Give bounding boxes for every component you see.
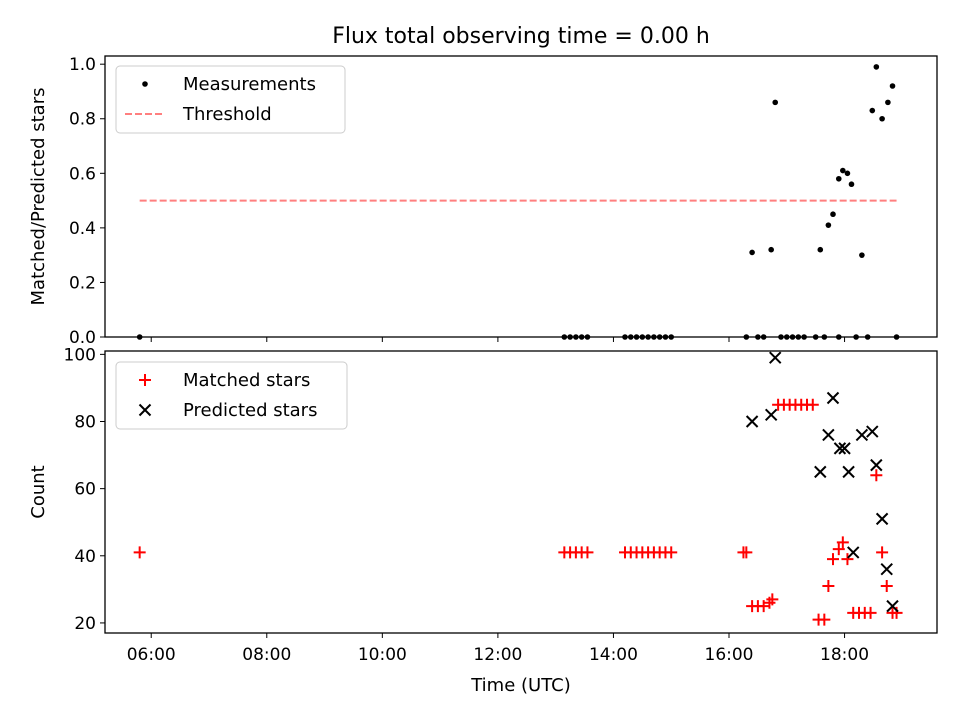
matched-stars-point xyxy=(880,580,893,592)
matched-stars-point xyxy=(876,546,889,559)
measurements-point xyxy=(889,83,896,89)
matched-stars-point xyxy=(818,613,831,626)
predicted-stars-point xyxy=(822,428,835,442)
legend-matched-stars-marker xyxy=(139,374,151,386)
predicted-stars-point xyxy=(833,442,847,455)
y-tick-label: 0.0 xyxy=(69,328,96,348)
matched-stars-point xyxy=(864,606,877,619)
y-tick-label: 40 xyxy=(74,547,96,567)
y-tick-label: 80 xyxy=(74,413,96,433)
bottom-panel-count: 20 40 60 80 100 06:00 08:00 10:00 12:00 14:00 16:0… xyxy=(28,345,938,696)
x-tick-label: 18:00 xyxy=(820,645,869,665)
predicted-stars-point xyxy=(847,546,860,559)
y-tick-label: 0.6 xyxy=(69,164,96,184)
measurements-point xyxy=(835,175,842,182)
legend-box xyxy=(115,361,348,430)
x-tick-label: 16:00 xyxy=(705,645,754,665)
y-tick-label: 0.2 xyxy=(69,273,96,293)
predicted-stars-point xyxy=(814,465,827,479)
measurements-point xyxy=(885,99,891,106)
plot-frame xyxy=(104,350,938,634)
measurements-point xyxy=(817,246,824,253)
predicted-stars-point xyxy=(866,425,879,438)
x-tick-label: 14:00 xyxy=(589,645,638,665)
predicted-stars-point xyxy=(880,563,893,576)
measurements-point xyxy=(873,64,880,70)
matched-stars-point xyxy=(832,543,845,556)
y-tick-label: 60 xyxy=(74,480,96,500)
legend-threshold-label: Threshold xyxy=(182,104,272,125)
x-tick-label: 12:00 xyxy=(473,645,522,665)
legend-matched-stars-label: Matched stars xyxy=(183,370,310,391)
x-tick-label: 08:00 xyxy=(242,645,291,665)
matched-stars-point xyxy=(836,536,849,549)
matched-stars-point xyxy=(822,580,835,592)
legend: Matched stars Predicted stars xyxy=(115,361,348,430)
measurements-point xyxy=(869,107,876,114)
y-tick-label: 20 xyxy=(74,614,96,634)
legend-predicted-stars-marker xyxy=(138,403,152,417)
measurements-point xyxy=(830,211,836,218)
measurements-point xyxy=(879,115,885,122)
y-tick-label: 100 xyxy=(64,345,96,365)
predicted-stars-point xyxy=(875,512,889,526)
matched-stars-point xyxy=(665,546,678,559)
matched-stars-point xyxy=(870,469,883,482)
matched-stars-point xyxy=(827,553,839,566)
predicted-stars-point xyxy=(870,458,883,472)
predicted-stars-point xyxy=(838,442,851,455)
predicted-stars-point xyxy=(826,391,840,405)
measurements-point xyxy=(859,252,865,258)
x-tick-label: 10:00 xyxy=(358,645,407,665)
y-axis-label: Matched/Predicted stars xyxy=(28,88,49,306)
matched-stars-point xyxy=(740,546,753,559)
measurements-point xyxy=(848,181,855,188)
measurements-point xyxy=(772,99,779,106)
matched-stars-point xyxy=(766,593,779,606)
legend-predicted-stars-label: Predicted stars xyxy=(183,400,317,421)
legend-measurements-label: Measurements xyxy=(183,74,316,95)
measurements-point xyxy=(825,222,832,228)
predicted-stars-point xyxy=(855,428,869,442)
figure-title: Flux total observing time = 0.00 h xyxy=(332,24,710,49)
measurements-point xyxy=(749,249,755,256)
top-panel-ratio: 0.0 0.2 0.4 0.6 0.8 1.0 Matched/Predicted star… xyxy=(28,55,938,348)
matched-stars-point xyxy=(581,546,594,559)
predicted-stars-point xyxy=(764,408,778,421)
legend: Measurements Threshold xyxy=(115,65,346,134)
matched-stars-point xyxy=(841,553,854,566)
predicted-stars-point xyxy=(886,599,899,613)
y-tick-label: 1.0 xyxy=(69,55,96,75)
x-tick-label: 06:00 xyxy=(127,645,176,665)
x-axis-label: Time (UTC) xyxy=(470,675,571,696)
legend-measurements-marker xyxy=(142,81,148,87)
matched-stars-point xyxy=(133,546,146,559)
predicted-stars-point xyxy=(745,415,759,428)
measurements-point xyxy=(844,170,851,177)
matched-stars-point xyxy=(806,398,819,411)
predicted-stars-point xyxy=(769,351,782,364)
measurements-point xyxy=(840,167,846,174)
legend-box xyxy=(115,65,346,134)
y-tick-label: 0.8 xyxy=(69,110,96,130)
y-axis-label: Count xyxy=(28,465,49,518)
measurements-point xyxy=(768,246,774,253)
predicted-stars-point xyxy=(842,465,855,479)
plot-frame xyxy=(104,55,938,338)
y-tick-label: 0.4 xyxy=(69,219,96,239)
